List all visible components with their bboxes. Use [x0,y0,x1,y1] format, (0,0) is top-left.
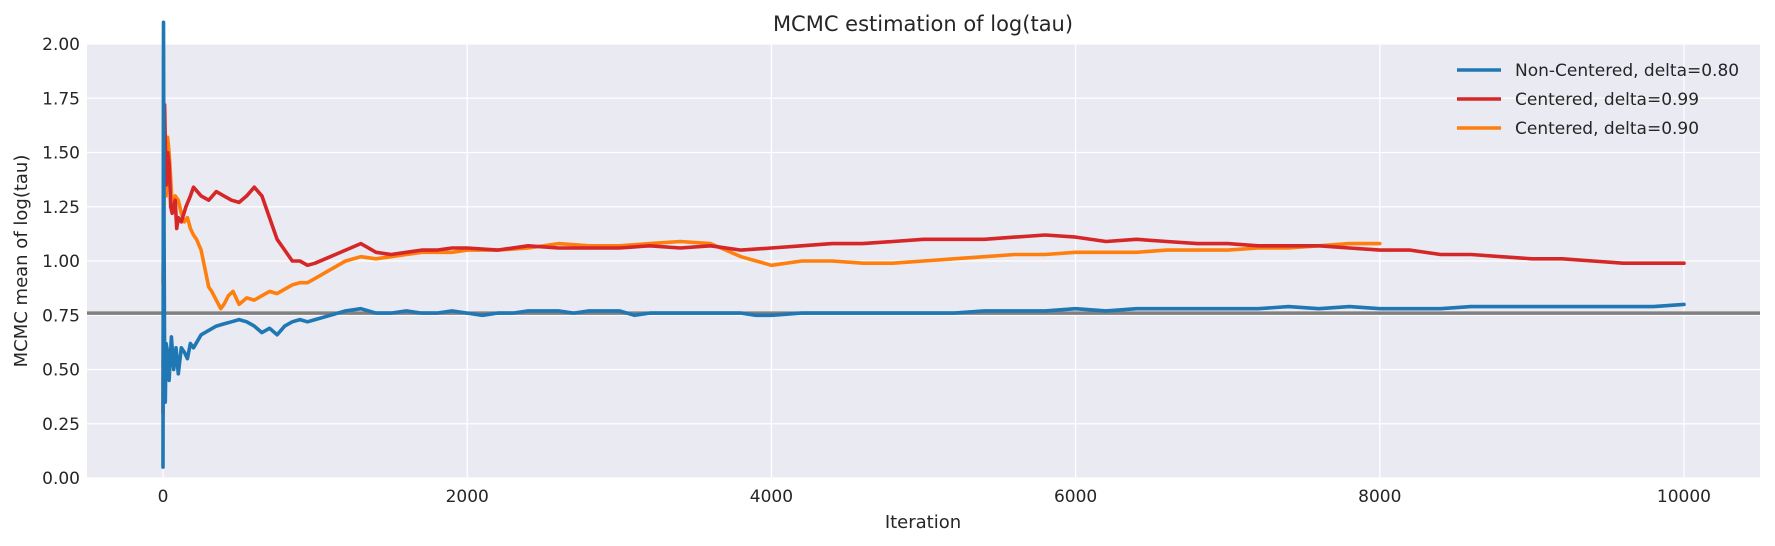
legend-label: Centered, delta=0.99 [1515,90,1699,110]
y-axis-label: MCMC mean of log(tau) [11,155,32,368]
x-tick-label: 8000 [1358,487,1401,507]
y-tick-label: 0.75 [42,306,80,326]
legend-label: Centered, delta=0.90 [1515,119,1699,139]
y-tick-label: 0.25 [42,415,80,435]
series-line-1 [161,103,1686,415]
y-tick-label: 1.25 [42,198,80,218]
legend: Non-Centered, delta=0.80 Centered, delta=… [1457,61,1739,139]
y-tick-label: 2.00 [42,35,80,55]
series-layer [161,20,1686,469]
series-line-0 [161,20,1686,469]
y-tick-label: 1.00 [42,252,80,272]
y-tick-label: 0.50 [42,361,80,381]
x-tick-label: 0 [158,487,169,507]
legend-label: Non-Centered, delta=0.80 [1515,61,1739,81]
x-axis-label: Iteration [885,512,961,533]
series-line-2 [161,135,1382,311]
y-tick-label: 0.00 [42,469,80,489]
chart-title: MCMC estimation of log(tau) [773,12,1073,36]
tick-labels: 0 2000 4000 6000 8000 10000 0.00 0.25 0.50 0.75 1.… [42,35,1711,507]
y-tick-label: 1.50 [42,144,80,164]
x-tick-label: 2000 [446,487,489,507]
y-tick-label: 1.75 [42,89,80,109]
x-tick-label: 10000 [1657,487,1711,507]
x-tick-label: 4000 [750,487,793,507]
x-tick-label: 6000 [1054,487,1097,507]
